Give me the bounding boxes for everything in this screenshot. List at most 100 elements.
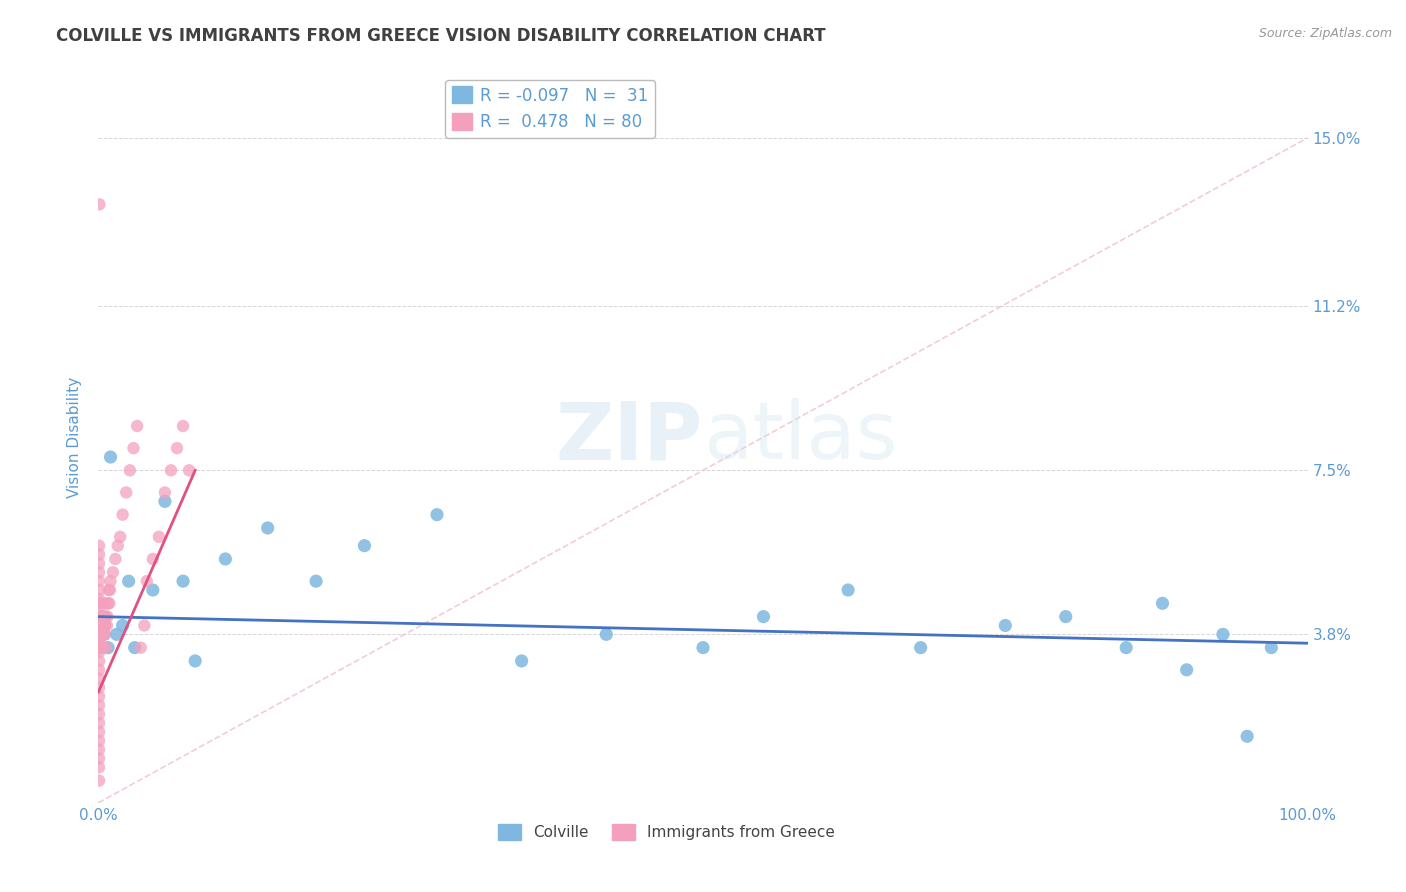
- Point: [87, 557, 110, 571]
- Point: [172, 419, 194, 434]
- Point: [214, 552, 236, 566]
- Point: [172, 574, 194, 589]
- Point: [87, 663, 110, 677]
- Point: [90, 609, 112, 624]
- Point: [87, 716, 110, 731]
- Point: [89, 618, 111, 632]
- Point: [87, 690, 110, 704]
- Point: [101, 566, 124, 580]
- Point: [87, 591, 110, 606]
- Point: [87, 600, 110, 615]
- Y-axis label: Vision Disability: Vision Disability: [67, 376, 83, 498]
- Point: [87, 681, 110, 695]
- Point: [87, 632, 110, 646]
- Point: [305, 574, 328, 589]
- Point: [595, 627, 617, 641]
- Point: [90, 596, 112, 610]
- Point: [910, 640, 932, 655]
- Point: [87, 707, 110, 722]
- Point: [87, 548, 110, 562]
- Point: [89, 197, 111, 211]
- Point: [89, 627, 111, 641]
- Point: [87, 609, 110, 624]
- Point: [87, 596, 110, 610]
- Point: [118, 463, 141, 477]
- Point: [1260, 640, 1282, 655]
- Point: [89, 640, 111, 655]
- Point: [752, 609, 775, 624]
- Point: [153, 485, 176, 500]
- Point: [1212, 627, 1234, 641]
- Point: [353, 539, 375, 553]
- Point: [87, 539, 110, 553]
- Point: [153, 494, 176, 508]
- Point: [510, 654, 533, 668]
- Point: [1115, 640, 1137, 655]
- Point: [124, 640, 146, 655]
- Point: [87, 645, 110, 659]
- Point: [89, 640, 111, 655]
- Point: [118, 574, 141, 589]
- Point: [87, 698, 110, 713]
- Point: [93, 627, 115, 641]
- Point: [87, 751, 110, 765]
- Point: [837, 582, 859, 597]
- Point: [87, 566, 110, 580]
- Text: atlas: atlas: [703, 398, 897, 476]
- Point: [1152, 596, 1174, 610]
- Point: [994, 618, 1017, 632]
- Point: [91, 640, 114, 655]
- Point: [87, 582, 110, 597]
- Point: [122, 441, 145, 455]
- Point: [105, 627, 128, 641]
- Point: [111, 508, 134, 522]
- Point: [91, 618, 114, 632]
- Point: [1175, 663, 1198, 677]
- Point: [94, 618, 117, 632]
- Point: [98, 582, 121, 597]
- Point: [87, 742, 110, 756]
- Point: [127, 419, 149, 434]
- Point: [97, 640, 120, 655]
- Point: [179, 463, 201, 477]
- Legend: Colville, Immigrants from Greece: Colville, Immigrants from Greece: [492, 818, 841, 847]
- Text: ZIP: ZIP: [555, 398, 703, 476]
- Point: [87, 627, 110, 641]
- Point: [129, 640, 152, 655]
- Point: [160, 463, 183, 477]
- Point: [93, 627, 115, 641]
- Point: [111, 618, 134, 632]
- Point: [90, 640, 112, 655]
- Point: [93, 618, 115, 632]
- Point: [87, 672, 110, 686]
- Point: [87, 733, 110, 747]
- Point: [96, 609, 118, 624]
- Point: [100, 450, 122, 464]
- Point: [96, 596, 118, 610]
- Point: [91, 618, 114, 632]
- Point: [94, 640, 117, 655]
- Point: [692, 640, 714, 655]
- Text: Source: ZipAtlas.com: Source: ZipAtlas.com: [1258, 27, 1392, 40]
- Point: [134, 618, 156, 632]
- Point: [89, 640, 111, 655]
- Point: [100, 574, 122, 589]
- Point: [87, 724, 110, 739]
- Point: [87, 640, 110, 655]
- Point: [87, 574, 110, 589]
- Point: [107, 539, 129, 553]
- Point: [93, 609, 115, 624]
- Point: [91, 609, 114, 624]
- Point: [94, 609, 117, 624]
- Point: [1054, 609, 1077, 624]
- Point: [91, 627, 114, 641]
- Point: [87, 760, 110, 774]
- Point: [94, 609, 117, 624]
- Point: [91, 627, 114, 641]
- Point: [97, 596, 120, 610]
- Point: [115, 485, 138, 500]
- Point: [97, 582, 120, 597]
- Point: [87, 773, 110, 788]
- Text: COLVILLE VS IMMIGRANTS FROM GREECE VISION DISABILITY CORRELATION CHART: COLVILLE VS IMMIGRANTS FROM GREECE VISIO…: [56, 27, 825, 45]
- Point: [135, 574, 157, 589]
